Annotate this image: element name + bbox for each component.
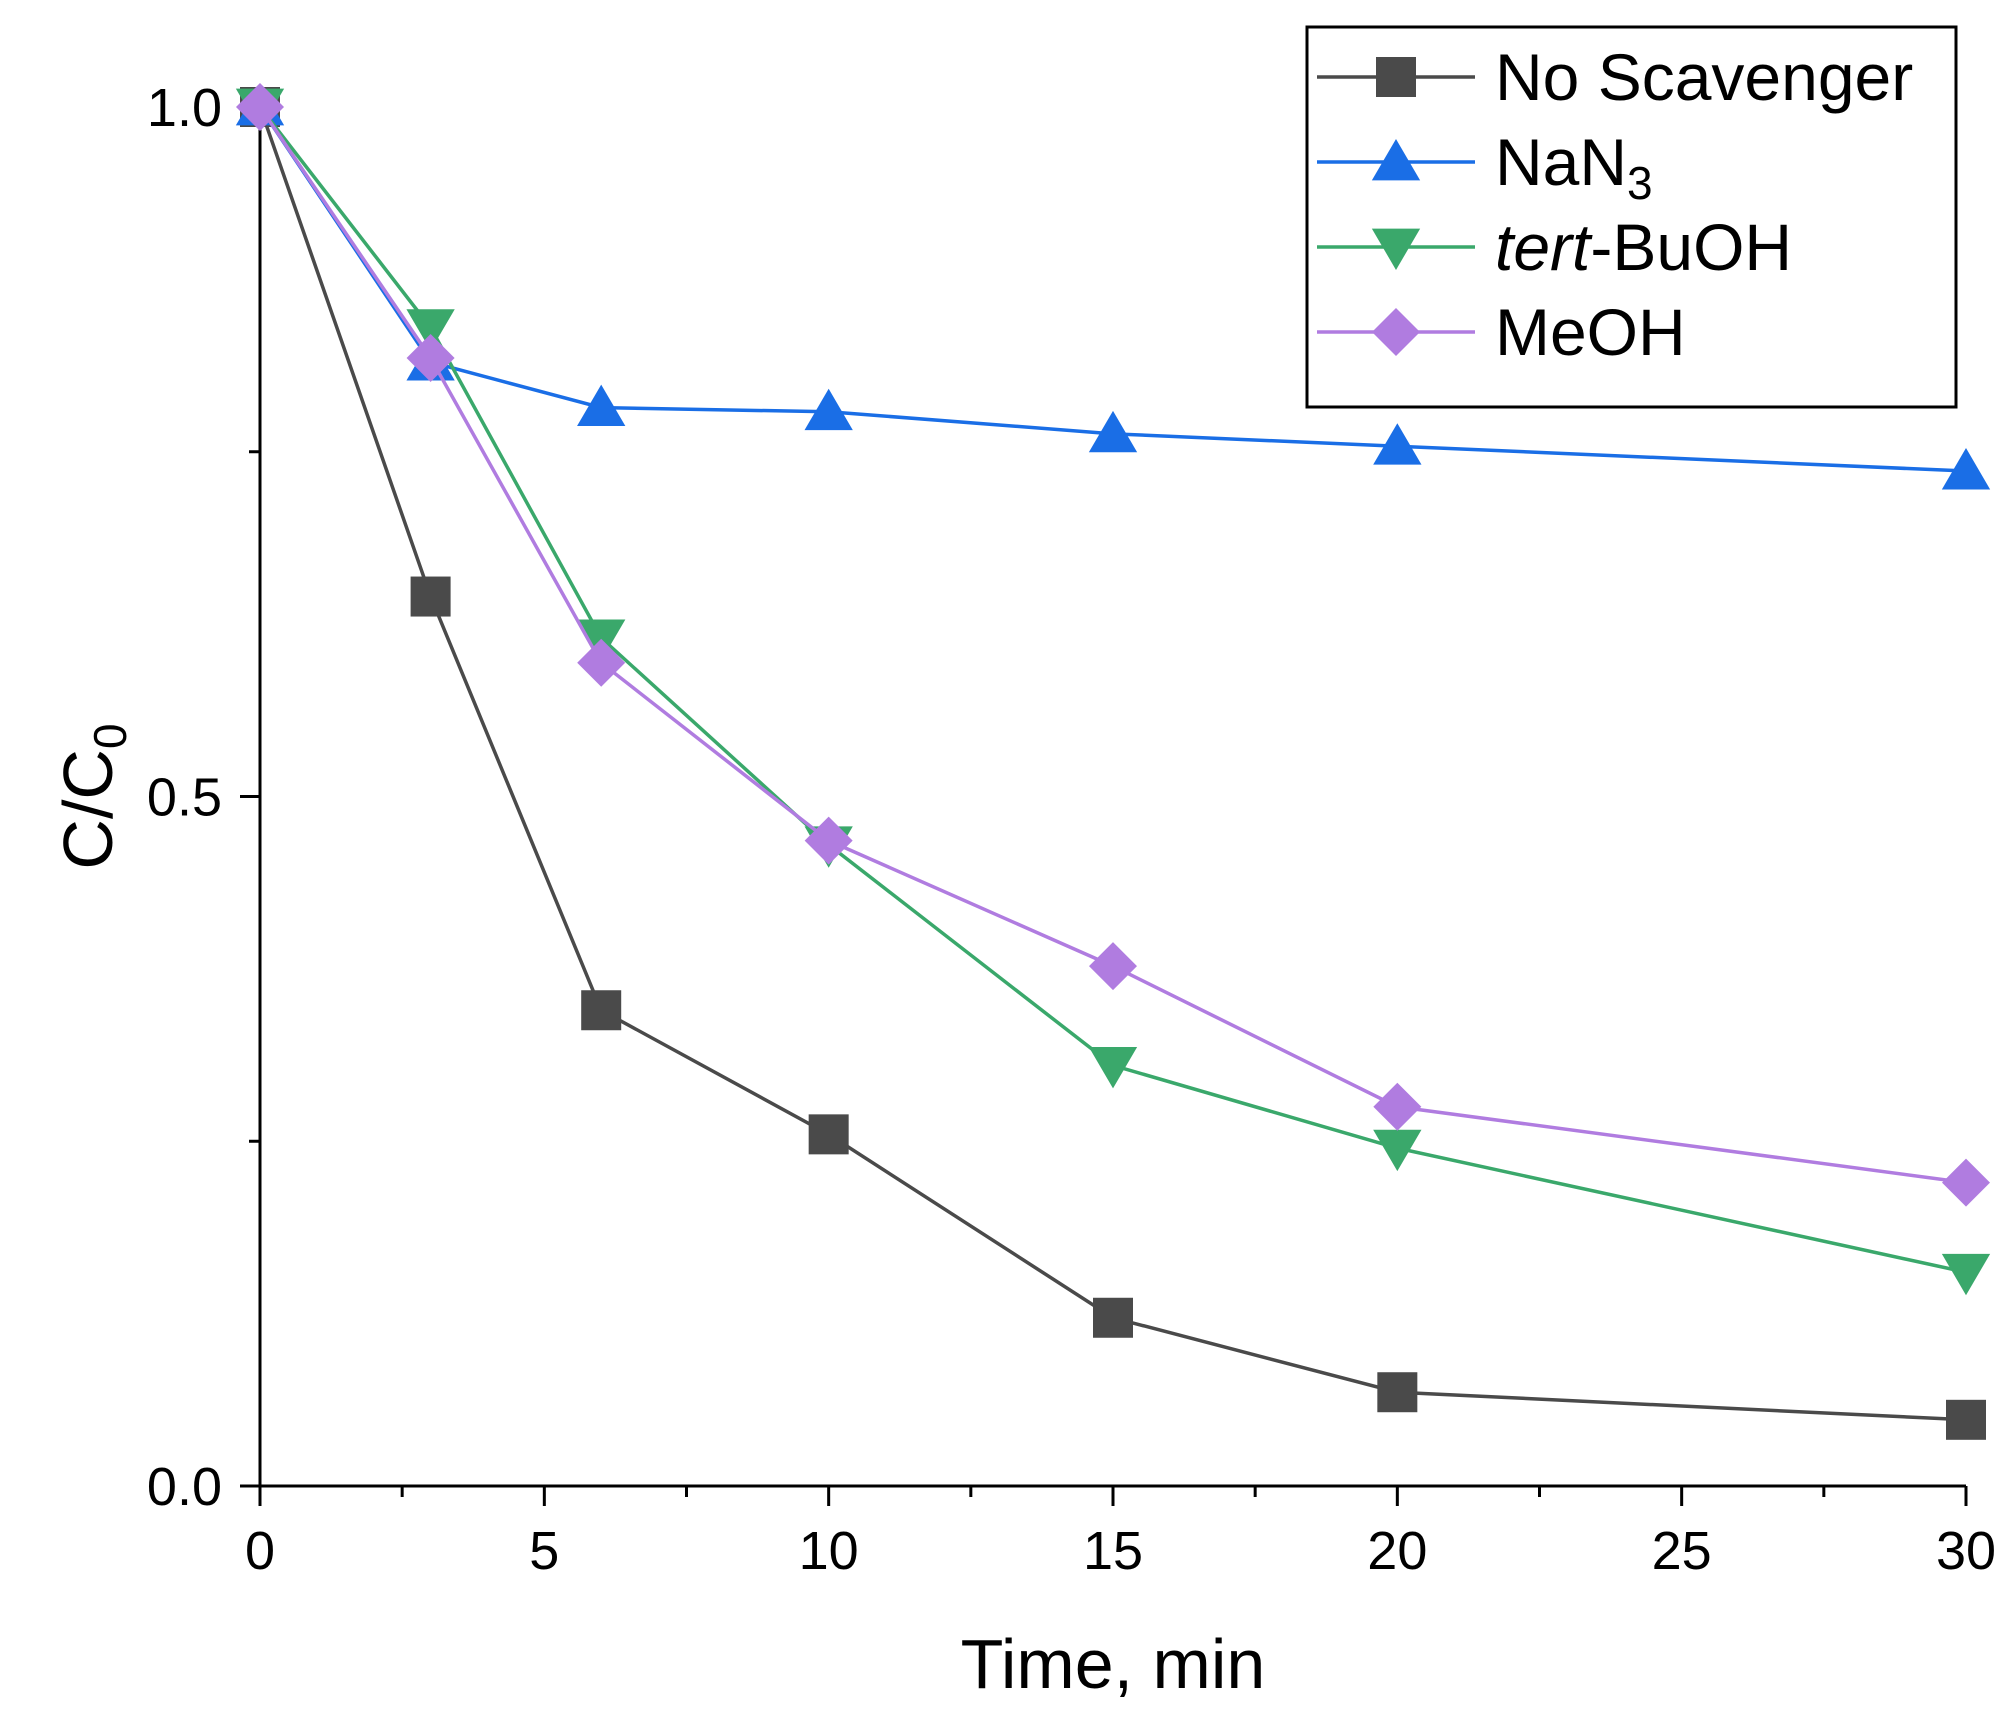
data-point bbox=[1946, 1399, 1986, 1440]
legend-marker bbox=[1376, 57, 1416, 97]
x-tick-label: 30 bbox=[1936, 1521, 1996, 1581]
x-tick-label: 20 bbox=[1367, 1521, 1427, 1581]
legend-item: tert-BuOH bbox=[1317, 210, 1792, 284]
data-point bbox=[406, 309, 455, 351]
series-layer bbox=[235, 83, 1991, 1440]
data-point bbox=[410, 576, 451, 617]
data-point bbox=[1373, 1082, 1422, 1131]
data-point bbox=[804, 388, 853, 431]
y-axis-title: C/C0 bbox=[49, 723, 136, 869]
data-point bbox=[406, 333, 455, 382]
legend-marker bbox=[1371, 139, 1421, 181]
legend-label-subscript: 3 bbox=[1627, 157, 1653, 209]
x-tick-label: 10 bbox=[799, 1521, 859, 1581]
x-tick-label: 25 bbox=[1652, 1521, 1712, 1581]
legend-item: No Scavenger bbox=[1317, 40, 1913, 114]
data-point bbox=[1373, 423, 1422, 465]
legend-marker bbox=[1371, 228, 1421, 270]
y-axis-title-main: C/C bbox=[49, 749, 127, 870]
data-point bbox=[808, 1114, 849, 1155]
legend-label: MeOH bbox=[1495, 295, 1686, 369]
x-tick-label: 0 bbox=[245, 1521, 275, 1581]
legend-label-main: No Scavenger bbox=[1495, 40, 1913, 114]
data-point bbox=[1093, 1297, 1133, 1338]
legend-item: NaN3 bbox=[1317, 125, 1653, 209]
series-4 bbox=[236, 83, 1990, 1207]
legend-label-main: NaN bbox=[1495, 125, 1627, 199]
data-point bbox=[1088, 1047, 1138, 1089]
y-tick-label: 0.5 bbox=[147, 768, 222, 828]
x-tick-label: 15 bbox=[1083, 1521, 1143, 1581]
legend-item: MeOH bbox=[1317, 295, 1686, 369]
legend-label: NaN3 bbox=[1495, 125, 1653, 209]
x-tick-label: 5 bbox=[529, 1521, 559, 1581]
legend-label: No Scavenger bbox=[1495, 40, 1913, 114]
data-point bbox=[236, 83, 284, 131]
data-point bbox=[1941, 448, 1991, 490]
legend-marker bbox=[1372, 308, 1420, 356]
data-point bbox=[1088, 410, 1138, 453]
data-point bbox=[1377, 1372, 1418, 1413]
data-point bbox=[1373, 1129, 1422, 1172]
y-axis-title-subscript: 0 bbox=[84, 723, 136, 749]
data-point bbox=[577, 384, 626, 427]
y-tick-label: 0.0 bbox=[147, 1457, 222, 1517]
legend-label-main: MeOH bbox=[1495, 295, 1686, 369]
series-1 bbox=[240, 87, 1986, 1440]
x-axis-title: Time, min bbox=[961, 1625, 1266, 1703]
data-point bbox=[1941, 1253, 1991, 1296]
y-tick-label: 1.0 bbox=[147, 78, 222, 138]
legend-label-main: -BuOH bbox=[1590, 210, 1792, 284]
legend-label: tert-BuOH bbox=[1495, 210, 1792, 284]
data-point bbox=[577, 638, 626, 687]
data-point bbox=[581, 990, 622, 1031]
legend-label-italic: tert bbox=[1495, 210, 1593, 284]
data-point bbox=[1942, 1158, 1990, 1207]
data-point bbox=[1089, 942, 1137, 991]
data-point bbox=[804, 816, 853, 865]
